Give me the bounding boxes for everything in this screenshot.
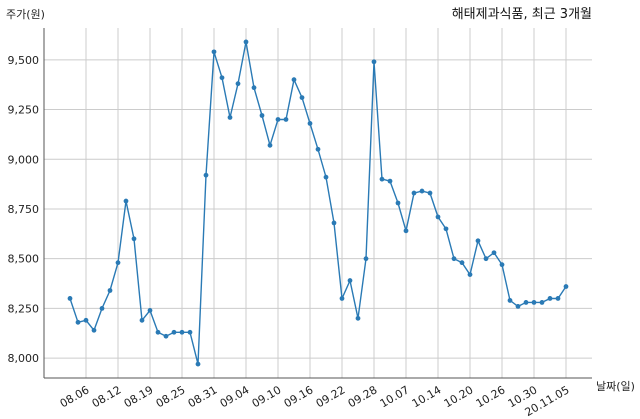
x-tick-label: 08.19 xyxy=(122,383,156,410)
data-point xyxy=(547,296,553,301)
data-point xyxy=(251,85,257,91)
data-point xyxy=(435,214,441,220)
data-point xyxy=(539,300,545,305)
data-point xyxy=(555,296,561,301)
data-point xyxy=(371,59,377,65)
data-point xyxy=(515,304,521,309)
y-axis-title: 주가(원) xyxy=(6,8,45,21)
data-point xyxy=(139,317,145,323)
price-line xyxy=(69,41,567,365)
data-point xyxy=(75,319,81,325)
data-point xyxy=(331,220,337,226)
chart-title: 해태제과식품, 최근 3개월 xyxy=(452,7,592,22)
x-tick-label: 09.28 xyxy=(346,383,380,410)
data-point xyxy=(427,190,433,196)
x-tick-label: 08.12 xyxy=(90,383,124,410)
data-point xyxy=(411,190,417,196)
x-tick-label: 10.26 xyxy=(474,383,508,410)
x-tick-label: 10.14 xyxy=(410,383,444,410)
x-tick-label: 08.25 xyxy=(154,383,188,410)
data-point xyxy=(115,260,121,266)
data-point xyxy=(531,300,537,305)
data-point xyxy=(211,49,217,55)
data-point xyxy=(203,172,209,178)
data-point xyxy=(467,272,473,277)
data-point xyxy=(299,95,305,101)
data-point xyxy=(451,256,457,262)
data-point xyxy=(171,329,177,335)
data-point xyxy=(187,329,193,335)
y-tick-label: 9,000 xyxy=(8,153,40,166)
data-point xyxy=(347,278,353,283)
data-point xyxy=(107,288,113,293)
data-point xyxy=(235,81,241,87)
gridlines xyxy=(44,28,592,378)
data-point xyxy=(475,238,481,244)
data-point xyxy=(379,176,385,182)
data-point xyxy=(355,315,361,321)
data-point xyxy=(291,77,297,83)
data-point xyxy=(507,298,513,303)
data-point xyxy=(259,113,265,118)
data-point xyxy=(67,296,73,301)
x-axis-ticks: 08.0608.1208.1908.2508.3109.0409.1009.16… xyxy=(58,383,572,419)
data-point xyxy=(563,284,569,289)
data-point xyxy=(339,296,345,301)
data-point xyxy=(99,305,105,311)
axes xyxy=(43,28,592,379)
data-point xyxy=(83,317,89,323)
series-group xyxy=(67,39,569,367)
y-tick-label: 8,000 xyxy=(8,352,40,365)
data-point xyxy=(499,262,505,268)
data-point xyxy=(131,236,137,242)
data-point xyxy=(155,329,161,335)
data-point xyxy=(91,327,97,333)
x-tick-label: 08.06 xyxy=(58,383,92,410)
data-point xyxy=(491,250,497,256)
x-tick-label: 08.31 xyxy=(186,383,220,410)
data-point xyxy=(419,188,425,194)
data-point xyxy=(459,260,465,266)
data-point xyxy=(403,228,409,234)
data-point xyxy=(483,256,489,262)
y-tick-label: 9,500 xyxy=(8,54,40,67)
data-point xyxy=(395,200,401,206)
data-point xyxy=(315,146,321,152)
data-point xyxy=(163,333,169,339)
data-point xyxy=(275,117,281,122)
data-point xyxy=(195,361,201,367)
x-axis-title: 날짜(일) xyxy=(596,379,635,393)
y-tick-label: 8,750 xyxy=(8,203,40,216)
data-point xyxy=(123,198,129,204)
x-tick-label: 10.07 xyxy=(378,383,412,410)
y-tick-label: 8,500 xyxy=(8,253,40,266)
data-point xyxy=(243,39,249,45)
data-point xyxy=(147,307,153,313)
y-tick-label: 8,250 xyxy=(8,302,40,315)
data-point xyxy=(307,121,313,126)
x-tick-label: 09.16 xyxy=(282,383,316,410)
x-tick-label: 09.10 xyxy=(250,383,284,410)
data-point xyxy=(179,329,185,335)
data-point xyxy=(523,300,529,305)
data-point xyxy=(387,178,393,184)
x-tick-label: 10.20 xyxy=(442,383,476,410)
x-tick-label: 09.04 xyxy=(218,383,252,410)
data-point xyxy=(227,115,233,120)
data-point xyxy=(363,256,369,262)
x-tick-label: 09.22 xyxy=(314,383,348,410)
data-point xyxy=(323,174,329,180)
data-point xyxy=(267,142,273,148)
data-point xyxy=(443,226,449,232)
data-point xyxy=(219,75,225,81)
y-axis-ticks: 8,000 8,250 8,500 8,750 9,000 9,250 9,500 xyxy=(8,54,40,365)
y-tick-label: 9,250 xyxy=(8,104,40,117)
data-point xyxy=(283,117,289,122)
